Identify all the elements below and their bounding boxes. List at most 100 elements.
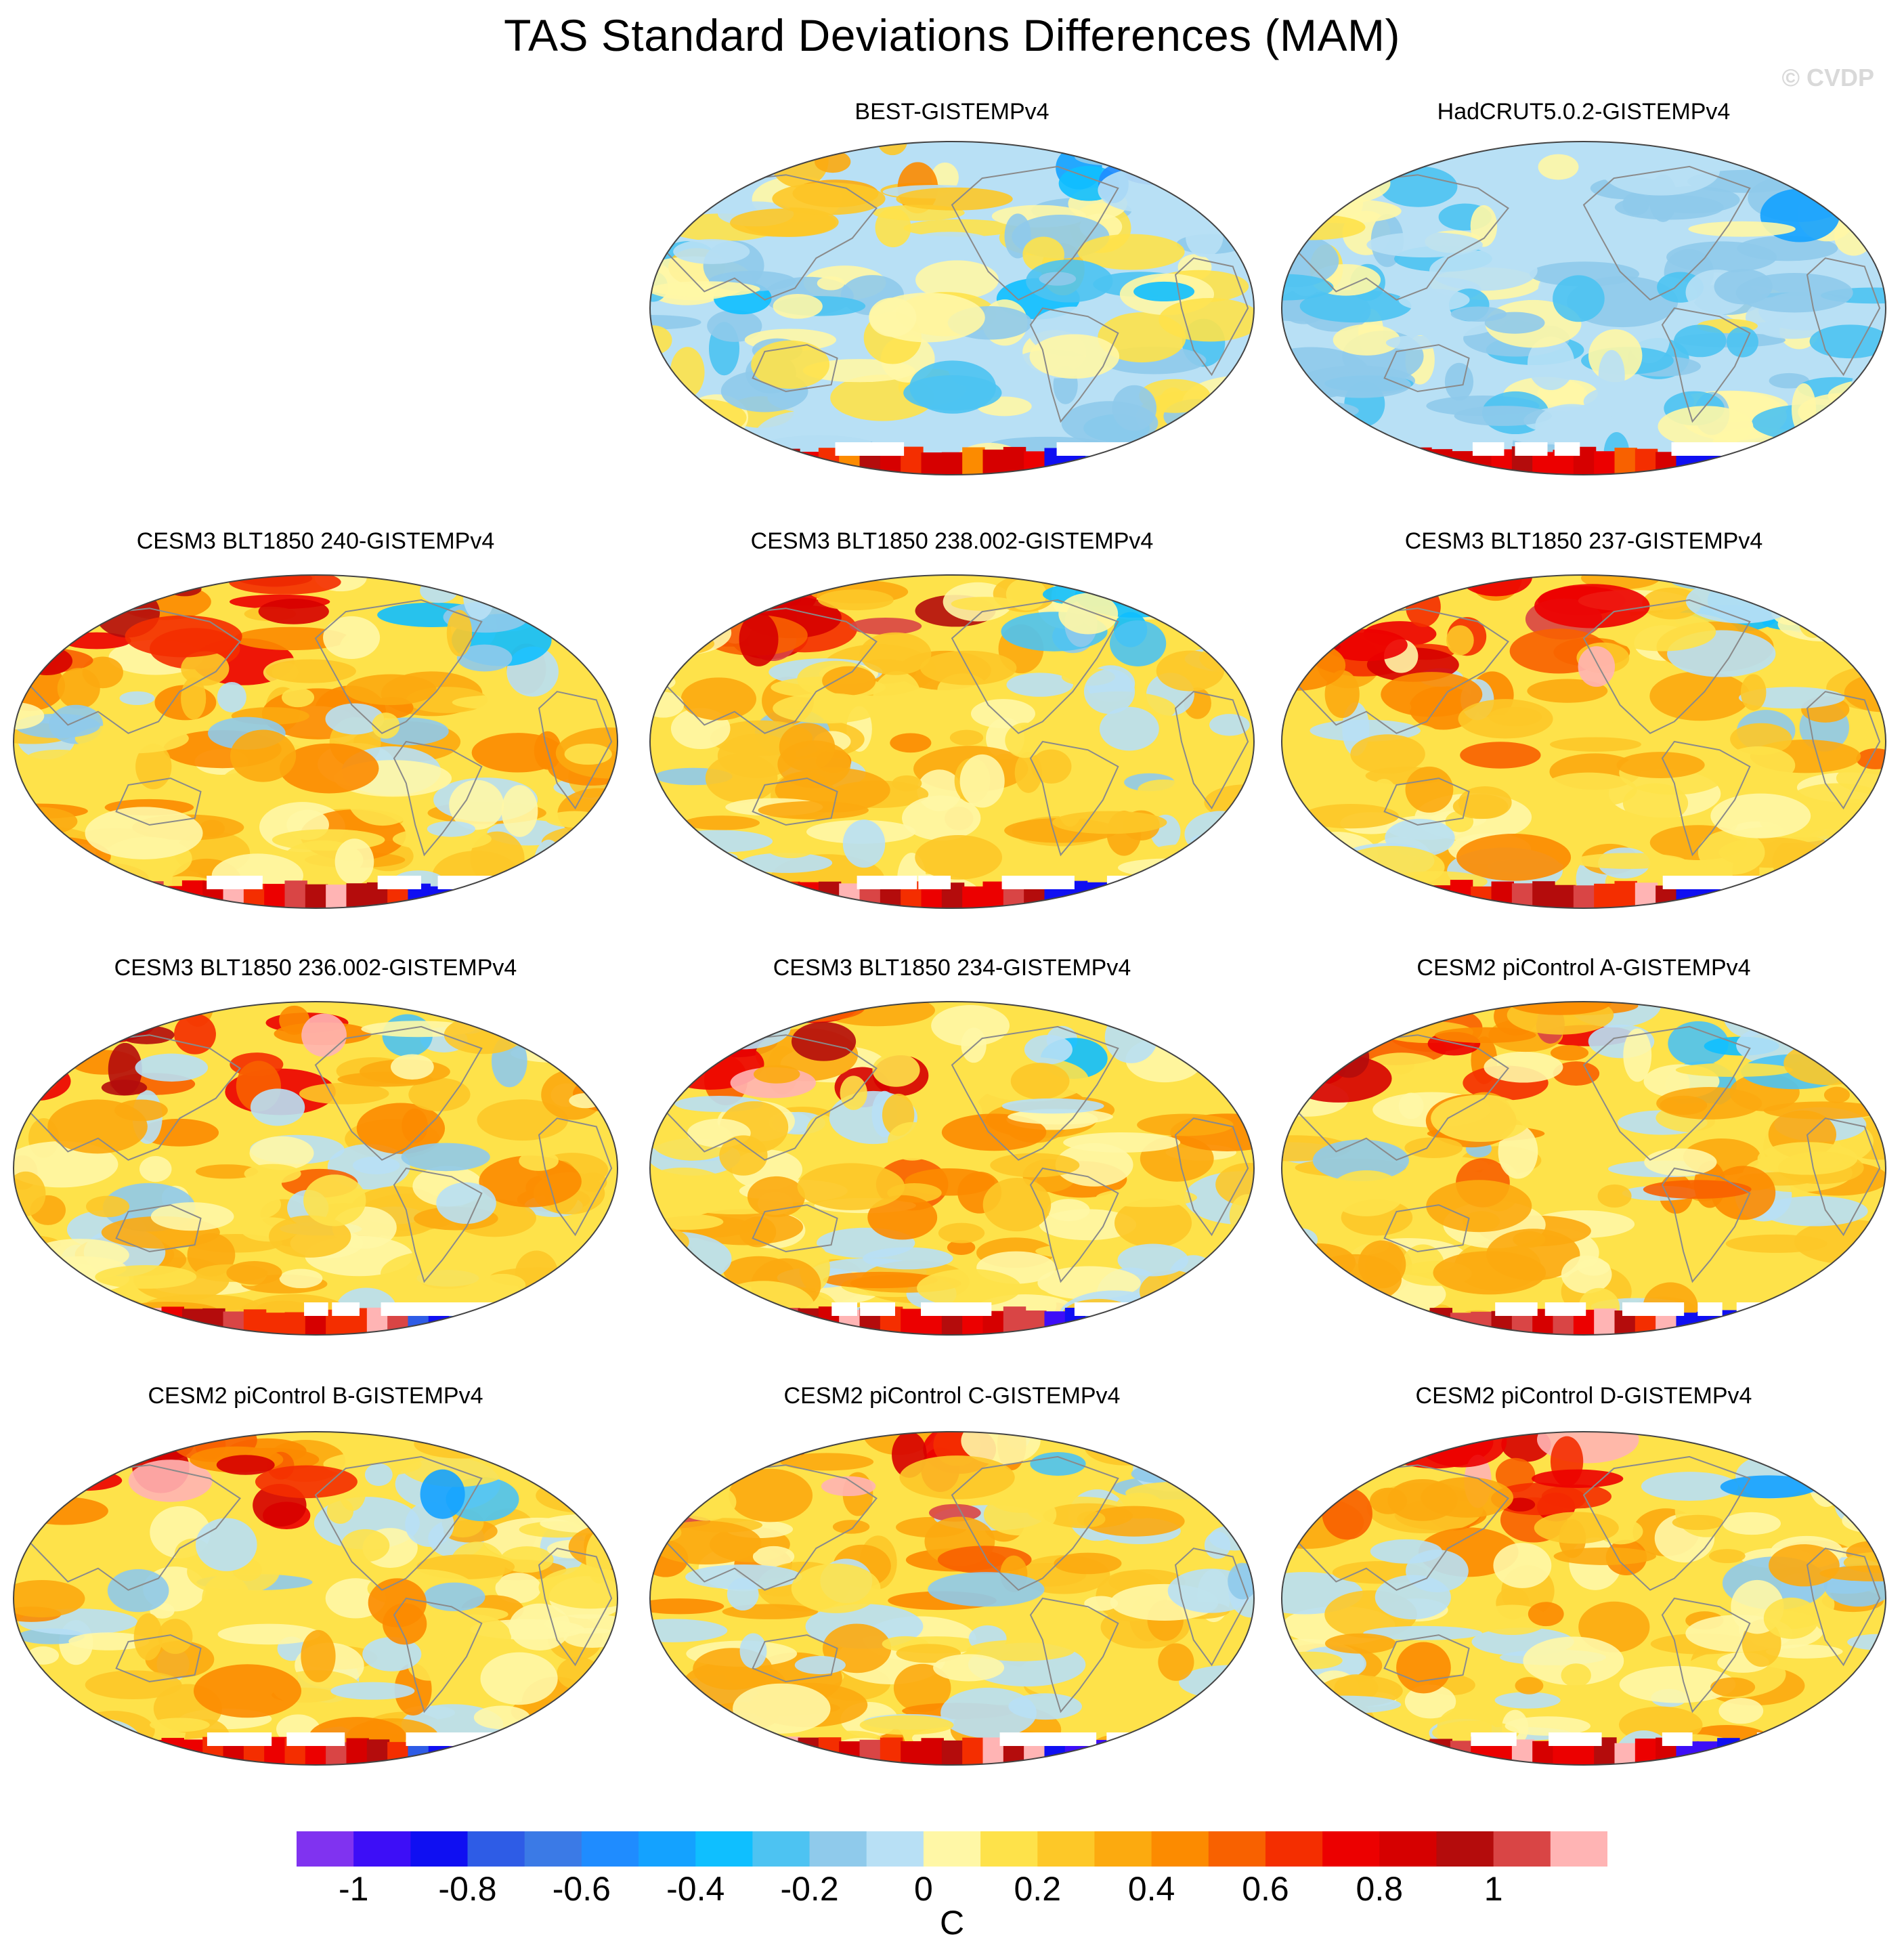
antarctica-cell [120, 882, 144, 908]
map-cesm2-d [1281, 1431, 1886, 1766]
field-patch [435, 889, 521, 908]
field-patch [1219, 575, 1251, 590]
field-patch [1137, 1113, 1234, 1136]
field-patch [1152, 844, 1232, 859]
field-patch [1285, 1718, 1317, 1765]
colorbar-bin [1094, 1831, 1152, 1867]
field-patch [128, 1460, 213, 1502]
missing-data-cell [485, 876, 534, 889]
field-patch [1289, 441, 1358, 468]
field-patch [1074, 148, 1148, 166]
antarctica-cell [859, 883, 882, 908]
colorbar-bin [353, 1831, 411, 1867]
field-patch [352, 1156, 400, 1174]
field-patch [1823, 1086, 1851, 1103]
colorbar-bin [410, 1831, 469, 1867]
antarctica-cell [572, 1737, 595, 1765]
field-patch [420, 578, 458, 603]
field-patch [1214, 838, 1254, 859]
field-patch [244, 1164, 301, 1184]
antarctica-cell [181, 880, 205, 908]
antarctica-cell [1188, 1310, 1211, 1335]
field-patch [1370, 1487, 1408, 1514]
field-patch [1836, 1273, 1886, 1325]
field-patch [1809, 324, 1886, 359]
antarctica-cell [264, 1313, 287, 1335]
field-patch [705, 753, 778, 803]
field-patch [301, 1629, 336, 1682]
antarctica-cell [1209, 1741, 1232, 1765]
field-patch [1117, 1243, 1189, 1277]
field-patch [1722, 1512, 1781, 1535]
field-patch [1805, 1317, 1851, 1335]
field-patch [1004, 213, 1031, 259]
field-patch [928, 1572, 1045, 1607]
field-patch [1580, 575, 1660, 590]
antarctica-cell [1737, 884, 1760, 908]
missing-data-cell [1130, 1732, 1185, 1746]
field-patch [1819, 1565, 1886, 1581]
antarctica-cell [921, 1738, 944, 1765]
field-patch [1824, 176, 1877, 199]
field-patch [193, 1664, 302, 1718]
field-patch [14, 620, 54, 651]
field-patch [1685, 578, 1798, 624]
field-patch [727, 1432, 766, 1472]
antarctica-cell [531, 1738, 554, 1765]
antarctica-cell [1024, 1742, 1047, 1765]
field-patch [1217, 362, 1254, 386]
field-patch [859, 632, 932, 675]
field-patch [1084, 1432, 1167, 1466]
coastline-namerica [951, 1455, 1119, 1591]
antarctica-cell [346, 883, 369, 908]
antarctica-cell [901, 1308, 924, 1335]
colorbar-tick-label: -0.6 [552, 1870, 611, 1908]
coastline-asia [1286, 1464, 1509, 1591]
field-patch [1534, 1512, 1619, 1544]
coastline-asia [655, 174, 878, 301]
field-patch [595, 1649, 618, 1695]
field-patch [1282, 142, 1342, 164]
field-patch [719, 1135, 768, 1176]
field-patch [1301, 1298, 1351, 1332]
antarctica-cell [1553, 450, 1576, 475]
field-patch [896, 187, 1013, 211]
field-patch [650, 875, 690, 907]
coastline-asia [1286, 174, 1509, 301]
field-patch [1139, 379, 1211, 413]
field-patch [961, 1432, 1041, 1465]
field-patch [1498, 1124, 1538, 1179]
antarctica-cell [1388, 448, 1412, 475]
field-patch [1858, 1675, 1886, 1709]
colorbar-tick-label: 0.2 [1014, 1870, 1062, 1908]
field-patch [1282, 1651, 1343, 1669]
field-patch [739, 1633, 767, 1669]
antarctica-cell [141, 881, 164, 908]
colorbar-bin [297, 1831, 354, 1867]
field-patch [72, 1711, 155, 1751]
field-patch [794, 1656, 846, 1675]
antarctica-cell [1188, 452, 1211, 475]
field-patch [85, 1670, 182, 1700]
coastline-samerica [1661, 1597, 1751, 1713]
field-patch [1720, 1475, 1817, 1499]
field-patch [1307, 153, 1404, 174]
coastline-samerica [393, 1167, 483, 1283]
field-patch [1763, 1101, 1882, 1120]
panel-title-cesm2-d: CESM2 piControl D-GISTEMPv4 [1415, 1383, 1752, 1409]
field-patch [41, 1688, 83, 1727]
colorbar-units: C [939, 1904, 965, 1942]
field-patches [650, 1002, 1254, 1335]
antarctica-cell [1209, 1308, 1232, 1335]
antarctica-cell [1819, 1311, 1843, 1335]
field-patch [1131, 1317, 1175, 1335]
field-patch [85, 807, 203, 859]
field-patch [1083, 669, 1135, 715]
map-border [1281, 141, 1886, 475]
field-patch [1700, 1002, 1798, 1019]
field-patch [1666, 241, 1777, 273]
field-patch [650, 610, 732, 656]
field-patch [1643, 1180, 1752, 1199]
antarctica-cell [264, 884, 287, 908]
antarctica-cell [1840, 885, 1863, 908]
